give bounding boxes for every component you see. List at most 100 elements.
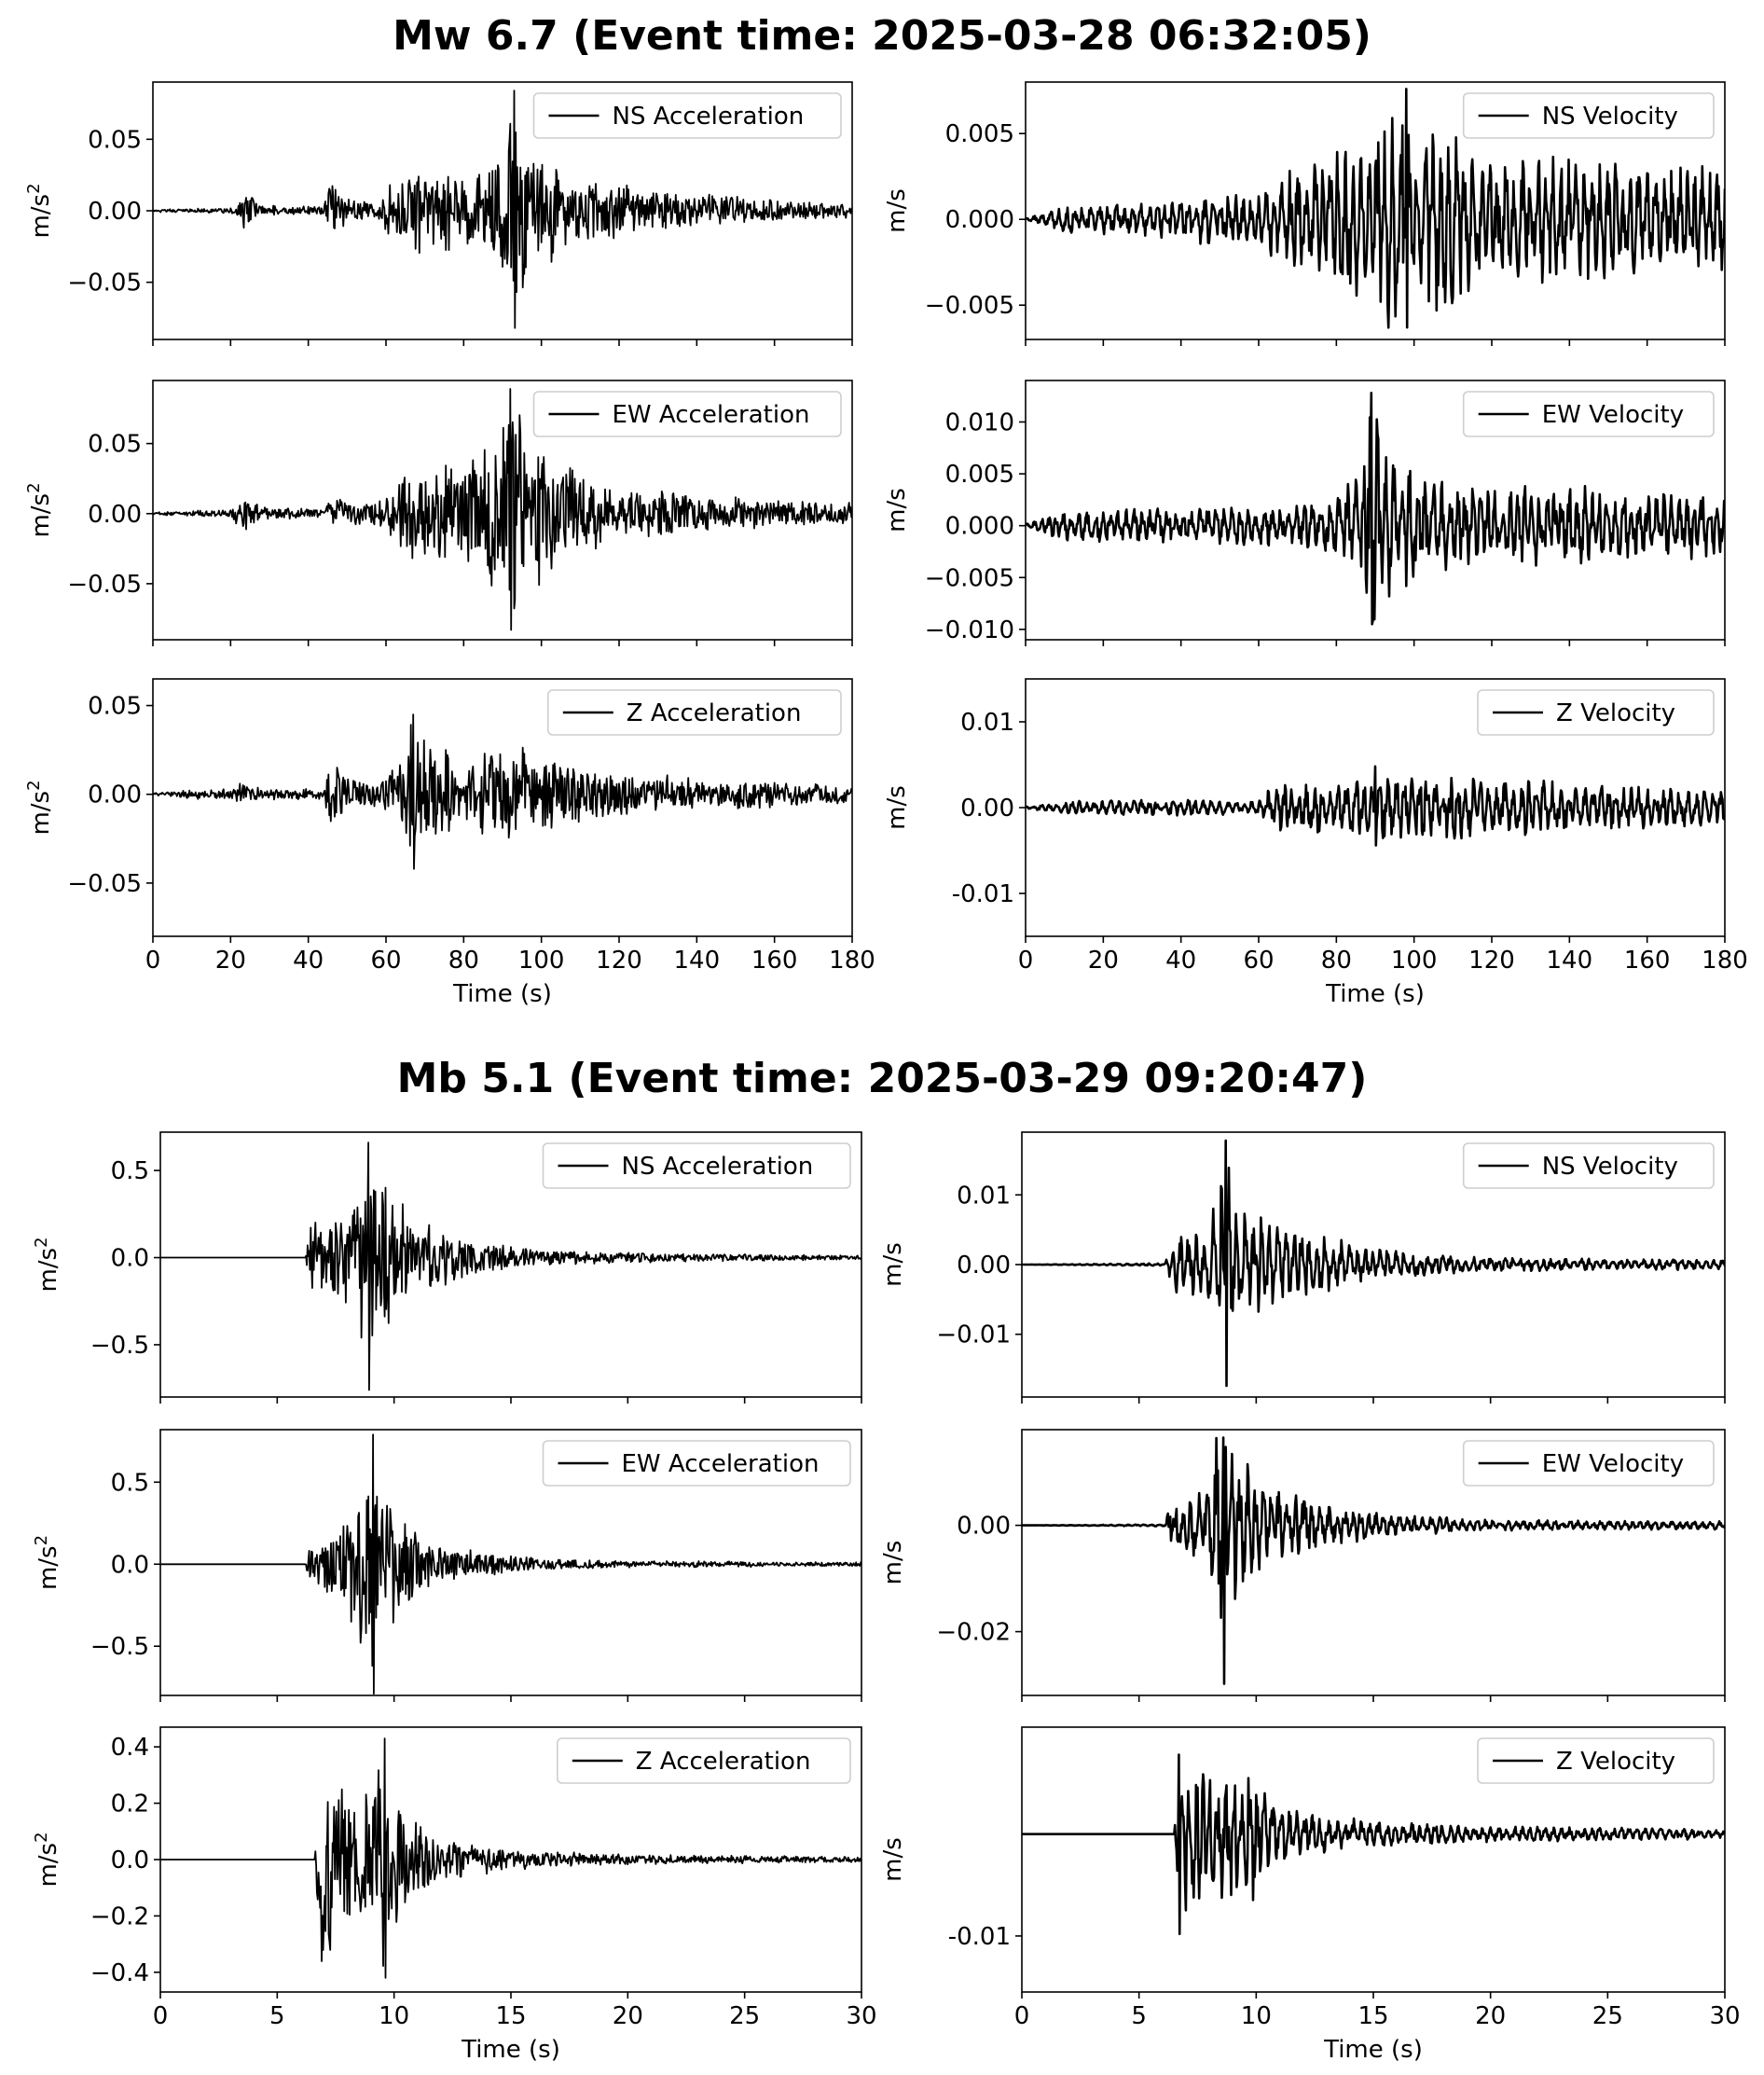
x-tick-label: 120 — [596, 947, 642, 975]
subplot-bottom-ns-vel: −0.01 0.00 0.01 m/s NS Velocity — [879, 1131, 1726, 1404]
x-tick-label: 160 — [751, 947, 798, 975]
y-tick-label: -0.01 — [948, 1923, 1011, 1951]
y-tick-label: 0.010 — [945, 408, 1014, 436]
legend-label: NS Acceleration — [622, 1153, 814, 1181]
y-tick-label: 0.000 — [945, 513, 1014, 541]
legend-label: Z Velocity — [1556, 699, 1675, 727]
trace-line-bottom-ns-acc — [160, 1141, 861, 1391]
legend-label: Z Acceleration — [627, 699, 802, 727]
x-tick-label: 160 — [1624, 947, 1671, 975]
y-tick-label: -0.01 — [952, 880, 1014, 908]
x-tick-label: 40 — [1165, 947, 1196, 975]
y-tick-label: 0.05 — [88, 693, 142, 721]
legend-box — [1477, 689, 1715, 736]
axes-frame — [1025, 380, 1726, 641]
y-axis-label-exponent: 2 — [24, 780, 44, 790]
subplot-top-ew-acc: −0.05 0.00 0.05 m/s2 EW Acceleration — [24, 380, 853, 646]
x-tick-label: 80 — [448, 947, 479, 975]
x-tick-label: 30 — [846, 2002, 876, 2030]
trace-line-bottom-z-acc — [160, 1737, 861, 1979]
legend-label: Z Velocity — [1556, 1748, 1675, 1776]
trace-line-bottom-ew-acc — [160, 1433, 861, 1695]
y-axis-label-exponent: 2 — [32, 1237, 51, 1247]
y-tick-label: 0.0 — [111, 1245, 149, 1273]
axes-frame — [152, 678, 853, 937]
legend-label: NS Velocity — [1542, 1153, 1678, 1181]
y-tick-label: −0.2 — [90, 1902, 149, 1930]
x-tick-label: 20 — [1088, 947, 1119, 975]
x-tick-label: 25 — [1592, 2002, 1623, 2030]
y-tick-label: 0.00 — [88, 198, 142, 226]
x-tick-label: 5 — [269, 2002, 285, 2030]
x-tick-label: 80 — [1321, 947, 1352, 975]
axes-frame — [1025, 81, 1726, 340]
trace-line-bottom-z-vel — [1022, 1753, 1725, 1935]
y-tick-label: 0.0 — [111, 1847, 149, 1874]
y-tick-label: 0.01 — [960, 709, 1014, 737]
x-tick-label: 60 — [370, 947, 401, 975]
legend-label: NS Acceleration — [613, 103, 805, 131]
x-tick-label: 15 — [495, 2002, 526, 2030]
x-tick-label: 20 — [215, 947, 246, 975]
x-tick-label: 40 — [293, 947, 324, 975]
y-axis-label: m/s — [879, 1242, 907, 1287]
trace-line-top-ew-vel — [1026, 392, 1725, 626]
y-tick-label: −0.4 — [90, 1959, 149, 1987]
x-tick-label: 0 — [153, 2002, 169, 2030]
x-tick-label: 5 — [1131, 2002, 1147, 2030]
y-axis-label: m/s — [883, 785, 911, 830]
x-tick-label: 20 — [1475, 2002, 1506, 2030]
legend-box — [1477, 1737, 1715, 1784]
subplot-top-z-vel: -0.01 0.00 0.01 0 20 40 60 80 100 120 140 160 180 Tim… — [883, 678, 1748, 1008]
x-tick-label: 100 — [1391, 947, 1438, 975]
legend-box — [546, 689, 842, 736]
y-tick-label: −0.01 — [936, 1321, 1011, 1349]
y-tick-label: 0.000 — [945, 206, 1014, 234]
trace-line-top-ns-acc — [153, 90, 852, 329]
y-axis-label: m/s2 — [32, 1832, 63, 1887]
axes-frame — [152, 380, 853, 641]
y-tick-label: −0.02 — [936, 1619, 1011, 1647]
y-axis-label: m/s2 — [32, 1535, 63, 1590]
y-tick-label: 0.5 — [111, 1469, 149, 1497]
subplot-top-z-acc: −0.05 0.00 0.05 0 20 40 60 80 100 120 140 160 180 Tim… — [24, 678, 875, 1008]
y-tick-label: 0.05 — [88, 431, 142, 459]
subplot-bottom-ns-acc: −0.5 0.0 0.5 m/s2 NS Acceleration — [32, 1131, 862, 1404]
y-axis-label: m/s2 — [32, 1237, 63, 1292]
legend-box — [532, 92, 842, 139]
legend-box — [542, 1142, 851, 1189]
y-tick-label: 0.2 — [111, 1791, 149, 1819]
y-axis-label: m/s2 — [24, 780, 56, 835]
x-tick-label: 0 — [1014, 2002, 1030, 2030]
y-axis-label-exponent: 2 — [24, 482, 44, 492]
y-tick-label: −0.005 — [925, 292, 1014, 320]
legend-label: NS Velocity — [1542, 103, 1678, 131]
y-axis-label: m/s — [879, 1541, 907, 1585]
x-axis-label: Time (s) — [1323, 2036, 1423, 2064]
figure-title-top: Mw 6.7 (Event time: 2025-03-28 06:32:05) — [393, 12, 1371, 60]
x-axis-label: Time (s) — [1325, 980, 1425, 1008]
y-tick-label: 0.01 — [957, 1182, 1011, 1210]
legend-label: Z Acceleration — [636, 1748, 811, 1776]
subplot-top-ns-vel: −0.005 0.000 0.005 m/s NS Velocity — [883, 81, 1726, 346]
trace-line-bottom-ns-vel — [1022, 1139, 1725, 1388]
x-tick-label: 180 — [1702, 947, 1748, 975]
x-tick-label: 140 — [674, 947, 721, 975]
trace-line-top-ns-vel — [1026, 88, 1725, 329]
subplot-top-ns-acc: −0.05 0.00 0.05 m/s2 NS Acceleration — [24, 81, 853, 346]
y-tick-label: 0.005 — [945, 120, 1014, 148]
x-tick-label: 0 — [1018, 947, 1034, 975]
y-tick-label: −0.5 — [90, 1633, 149, 1661]
subplot-top-ew-vel: −0.010 −0.005 0.000 0.005 0.010 m/s EW Velocit… — [883, 380, 1726, 646]
y-tick-label: −0.5 — [90, 1332, 149, 1360]
y-axis-label: m/s — [879, 1837, 907, 1882]
y-axis-label-exponent: 2 — [32, 1832, 51, 1842]
subplot-bottom-ew-acc: −0.5 0.0 0.5 m/s2 EW Acceleration — [32, 1429, 862, 1702]
trace-line-top-ew-acc — [153, 388, 852, 631]
legend-box — [532, 391, 842, 437]
x-tick-label: 10 — [379, 2002, 409, 2030]
legend-box — [1462, 1440, 1715, 1487]
legend-label: EW Velocity — [1542, 1450, 1684, 1478]
y-tick-label: 0.0 — [111, 1551, 149, 1579]
